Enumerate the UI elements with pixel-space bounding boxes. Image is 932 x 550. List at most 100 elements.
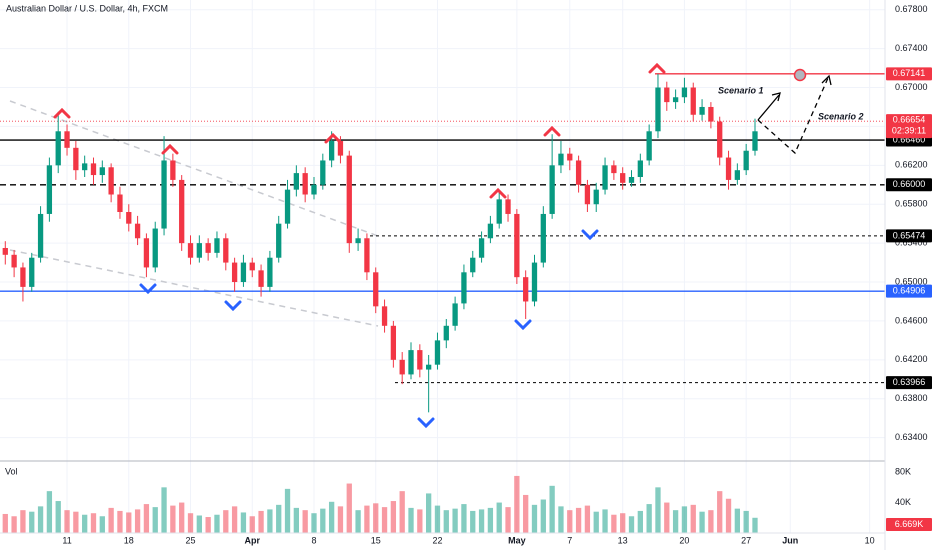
x-tick-label: Apr [245, 535, 261, 545]
volume-bar [73, 511, 79, 533]
volume-bar [284, 488, 291, 533]
candle-body [2, 247, 8, 255]
candle-body [531, 262, 538, 302]
volume-bar [461, 504, 467, 533]
candle-body [276, 223, 282, 258]
volume-bar [11, 516, 17, 533]
volume-bar [46, 491, 53, 533]
candle-body [399, 359, 405, 375]
x-tick-label: 8 [311, 535, 316, 545]
scenario-2-arrow [757, 77, 829, 155]
candle-body [717, 121, 723, 158]
volume-bar [408, 507, 414, 533]
volume-last-tag [886, 518, 932, 531]
last-price-label: 0.66654 [893, 115, 926, 125]
volume-bar [346, 483, 352, 533]
candle-body [46, 165, 53, 214]
volume-bar [117, 510, 123, 533]
candle-body [381, 306, 388, 326]
high-marker [543, 125, 561, 137]
candle-body [743, 150, 749, 171]
volume-bar [337, 506, 344, 533]
volume-bar [611, 514, 617, 533]
volume-bar [514, 475, 520, 533]
y-tick-label: 0.63800 [895, 393, 928, 403]
candle-body [82, 163, 88, 171]
price-level-label: 0.66460 [893, 134, 926, 144]
volume-bar [2, 513, 8, 533]
price-level-tag [886, 376, 932, 390]
low-marker [139, 283, 157, 295]
low-marker [514, 319, 532, 331]
volume-bar [628, 516, 635, 533]
volume-bar [505, 507, 511, 533]
candle-body [514, 213, 520, 278]
volume-bar [108, 507, 114, 533]
volume-bar [196, 515, 202, 533]
candle-body [672, 97, 679, 103]
candle-body [223, 238, 229, 263]
volume-bar [267, 509, 273, 533]
candle-body [725, 157, 732, 180]
candle-body [505, 199, 511, 214]
volume-bar [584, 505, 591, 533]
candle-body [708, 106, 714, 122]
volume-bar [258, 510, 264, 533]
y-tick-label: 0.65800 [895, 199, 928, 209]
candle-body [179, 179, 185, 244]
candle-body [417, 350, 423, 370]
volume-bar [690, 504, 696, 533]
candle-body [593, 189, 599, 205]
volume-bar [82, 514, 88, 533]
volume-bar [293, 507, 299, 533]
candle-body [699, 106, 705, 115]
candle-body [205, 243, 211, 253]
volume-bar [214, 514, 220, 533]
candle-body [558, 153, 564, 166]
volume-bar [276, 504, 282, 533]
volume-bar [90, 513, 97, 533]
scenario-label: Scenario 2 [818, 111, 864, 121]
candle-body [55, 131, 61, 166]
volume-bar [434, 505, 441, 533]
candle-body [99, 167, 105, 176]
axis: 0.63400 0.63800 0.64200 0.64600 0.65000 0.654… [62, 4, 932, 545]
low-marker [581, 229, 599, 241]
volume-bar [187, 513, 194, 533]
high-marker [53, 107, 71, 119]
candle-body [355, 238, 361, 244]
volume-bar [417, 509, 423, 533]
volume [2, 475, 758, 533]
candles [2, 73, 758, 413]
volume-bar [223, 510, 229, 533]
volume-tick-label: 80K [895, 466, 911, 476]
volume-bar [170, 505, 176, 533]
candle-body [390, 325, 397, 360]
x-tick-label: 18 [124, 535, 134, 545]
candle-body [337, 141, 344, 156]
candle-body [134, 223, 141, 239]
chart-title: Australian Dollar / U.S. Dollar, 4h, FXC… [6, 3, 168, 13]
candle-body [187, 243, 194, 258]
volume-bar [381, 507, 388, 533]
x-tick-label: 22 [432, 535, 442, 545]
volume-bar [743, 510, 749, 533]
volume-bar [575, 507, 582, 533]
scenario-label: Scenario 1 [718, 85, 764, 95]
countdown: 02:39:11 [892, 126, 926, 136]
swing-low-markers [139, 229, 599, 429]
swing-high-markers [53, 62, 666, 199]
volume-bar [240, 512, 247, 533]
candle-body [90, 163, 97, 176]
candle-body [734, 170, 740, 180]
x-tick-label: 15 [371, 535, 381, 545]
volume-bar [470, 510, 476, 533]
candle-body [29, 257, 35, 287]
candle-body [628, 176, 635, 183]
x-tick-label: 7 [567, 535, 572, 545]
candle-body [602, 165, 608, 190]
candle-body [117, 194, 123, 213]
volume-bar [487, 507, 494, 533]
y-tick-label: 0.65400 [895, 238, 928, 248]
